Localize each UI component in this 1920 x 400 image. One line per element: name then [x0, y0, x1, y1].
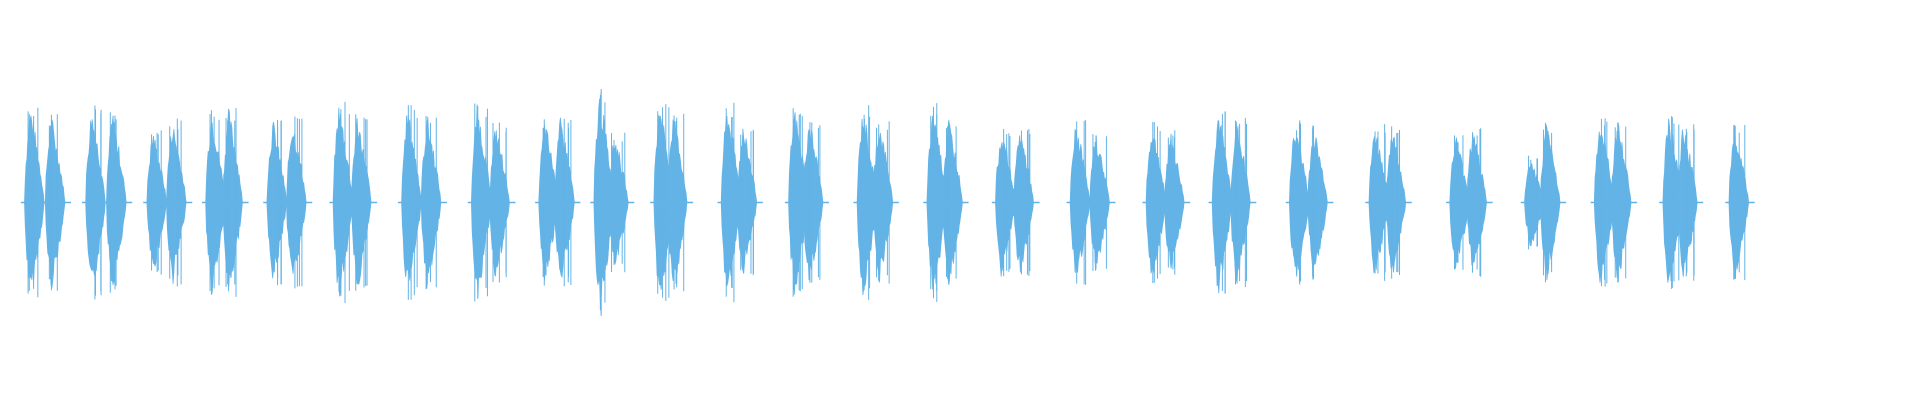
- waveform-burst: [286, 133, 307, 274]
- waveform-burst: [1013, 135, 1034, 273]
- waveform-burst: [1145, 138, 1167, 274]
- waveform-burst: [1368, 136, 1390, 273]
- waveform-burst: [266, 121, 287, 279]
- waveform-burst: [44, 119, 66, 289]
- waveform-burst: [350, 118, 372, 285]
- waveform-burst: [1610, 125, 1632, 278]
- waveform-burst: [1307, 137, 1328, 270]
- waveform-burst: [1069, 128, 1091, 273]
- waveform-burst: [205, 121, 226, 294]
- waveform-burst: [995, 142, 1016, 277]
- waveform-burst: [24, 115, 45, 284]
- waveform-burst: [1385, 136, 1407, 273]
